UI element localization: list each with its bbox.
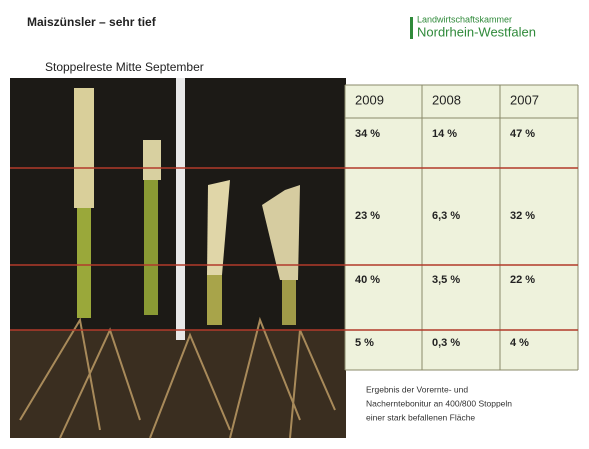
photo-caption: Stoppelreste Mitte September <box>45 60 204 74</box>
photo <box>10 78 346 438</box>
table-cell: 0,3 % <box>432 337 460 349</box>
table-cell: 40 % <box>355 274 380 286</box>
table-cell: 34 % <box>355 128 380 140</box>
slide-title: Maiszünsler – sehr tief <box>27 15 157 29</box>
table-cell: 4 % <box>510 337 529 349</box>
table-cell: 47 % <box>510 128 535 140</box>
logo-bar <box>410 17 413 39</box>
table-cell: 3,5 % <box>432 274 460 286</box>
note-line: Ergebnis der Vorernte- und <box>366 384 468 394</box>
table-cell: 32 % <box>510 210 535 222</box>
table-cell: 5 % <box>355 337 374 349</box>
note-line: Nacherntebonitur an 400/800 Stoppeln <box>366 398 512 408</box>
column-header: 2009 <box>355 92 384 107</box>
table-cell: 6,3 % <box>432 210 460 222</box>
table-cell: 14 % <box>432 128 457 140</box>
table-cell: 23 % <box>355 210 380 222</box>
logo-line2: Nordrhein-Westfalen <box>417 24 536 39</box>
note-line: einer stark befallenen Fläche <box>366 412 475 422</box>
column-header: 2007 <box>510 92 539 107</box>
results-table: 2009 2008 2007 34 % 14 % 47 % 23 % 6,3 % 32 % 40 … <box>345 85 578 370</box>
table-cell: 22 % <box>510 274 535 286</box>
slide: Maiszünsler – sehr tief Landwirtschaftsk… <box>0 0 589 444</box>
column-header: 2008 <box>432 92 461 107</box>
logo-line1: Landwirtschaftskammer <box>417 14 512 24</box>
